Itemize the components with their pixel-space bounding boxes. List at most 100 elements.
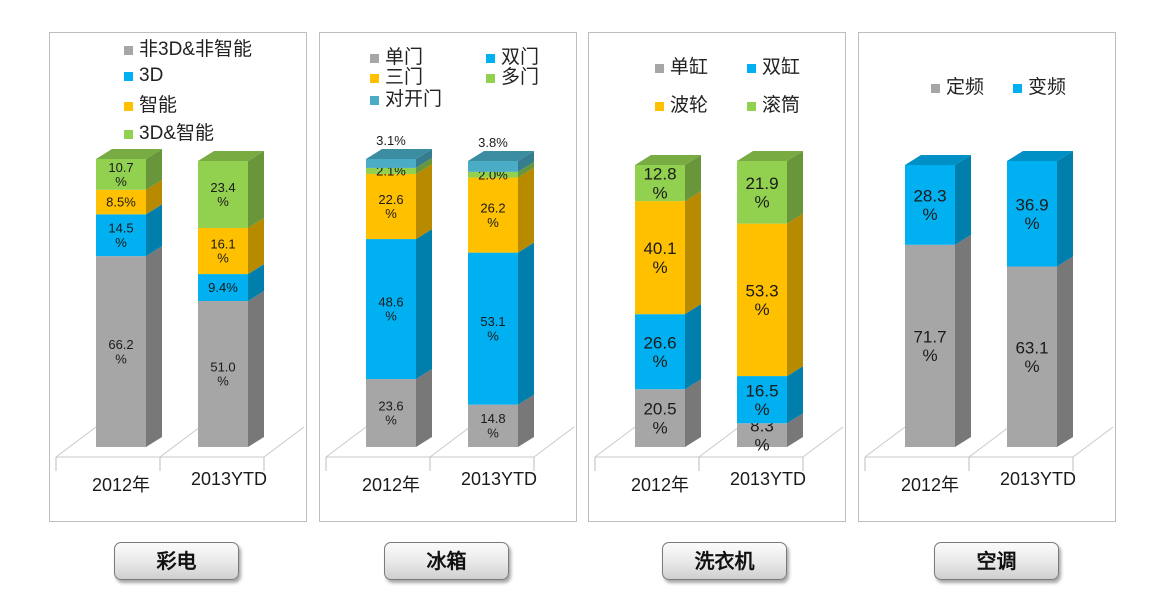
- data-label: 66.2: [108, 337, 133, 352]
- legend-swatch: [370, 96, 379, 105]
- data-label: 23.6: [378, 398, 403, 413]
- bar-segment-side: [518, 151, 534, 172]
- category-label: 2013YTD: [191, 469, 267, 489]
- category-label: 2012年: [92, 475, 150, 495]
- bar-segment: [96, 214, 146, 257]
- data-label: 53.1: [480, 314, 505, 329]
- legend-label: 单缸: [670, 57, 709, 78]
- bar-segment-side: [518, 167, 534, 253]
- data-label: %: [652, 258, 667, 277]
- bar-segment-side: [685, 155, 701, 202]
- bar-segment-side: [518, 161, 534, 178]
- bar-segment-side: [787, 413, 803, 447]
- chart-svg: 66.2%14.5%8.5%10.7%2012年51.0%9.4%16.1%23…: [55, 149, 305, 495]
- data-label: 48.6: [378, 294, 403, 309]
- bar-segment-side: [787, 366, 803, 424]
- data-label: %: [754, 300, 769, 319]
- bar-segment: [635, 201, 685, 315]
- legend: 定频 变频: [859, 33, 1115, 153]
- bar-segment: [366, 167, 416, 174]
- bar-segment-side: [955, 155, 971, 245]
- bar-segment-side: [416, 149, 432, 168]
- data-label: 14.5: [108, 221, 133, 236]
- legend: 单门 双门 三门 多门 对开门: [320, 33, 576, 153]
- bar-top-cap: [366, 149, 432, 159]
- data-label: 20.5: [643, 400, 676, 419]
- data-label: 26.2: [480, 201, 505, 216]
- bar-segment: [198, 161, 248, 228]
- data-label: %: [754, 193, 769, 212]
- bar-segment: [468, 404, 518, 447]
- washer-category-button[interactable]: 洗衣机: [662, 542, 787, 580]
- bar-segment: [366, 173, 416, 240]
- legend-label: 多门: [501, 67, 540, 88]
- ac-category-button[interactable]: 空调: [934, 542, 1059, 580]
- data-label: 14.8: [480, 411, 505, 426]
- data-label: %: [385, 206, 397, 221]
- data-label: %: [385, 413, 397, 428]
- bar-segment-side: [416, 369, 432, 447]
- data-label: 26.6: [643, 333, 676, 352]
- bar-segment-side: [248, 151, 264, 228]
- bar-segment: [1007, 266, 1057, 447]
- data-label: 40.1: [643, 239, 676, 258]
- floor-right-line: [263, 426, 305, 458]
- floor-left-line: [55, 426, 97, 458]
- bar-segment-side: [685, 191, 701, 315]
- category-label: 2012年: [901, 475, 959, 495]
- data-label: 3.1%: [376, 133, 406, 148]
- bar-segment: [198, 274, 248, 301]
- data-label: 21.9: [745, 174, 778, 193]
- bar-segment-side: [146, 204, 162, 257]
- bar-segment: [96, 159, 146, 190]
- bar-top-cap: [468, 151, 534, 161]
- bar-segment-side: [685, 304, 701, 390]
- legend-swatch: [747, 102, 756, 111]
- floor-mid-line: [159, 426, 201, 458]
- bar-top-cap: [96, 149, 162, 159]
- chart-panel-tv: 非3D&非智能 3D 智能 3D&智能 66.2% 14.5% 8.5% 10.7% 2012…: [49, 32, 307, 522]
- floor-mid-line: [698, 426, 740, 458]
- bar-segment: [905, 165, 955, 245]
- data-label: 63.1: [1015, 338, 1048, 357]
- bar-segment: [366, 239, 416, 380]
- bar-segment-side: [146, 246, 162, 447]
- bar-segment-side: [787, 151, 803, 224]
- legend-label: 滚筒: [762, 95, 801, 116]
- bar-segment-side: [248, 290, 264, 447]
- data-label: 22.6: [378, 192, 403, 207]
- data-label: %: [487, 328, 499, 343]
- data-label: %: [487, 215, 499, 230]
- legend-label: 单门: [385, 47, 424, 68]
- bar-segment-side: [146, 179, 162, 215]
- legend-label: 双门: [501, 47, 540, 68]
- legend-swatch: [370, 54, 379, 63]
- data-label: %: [754, 400, 769, 419]
- legend-label: 非3D&非智能: [139, 39, 252, 60]
- data-label: 8.5%: [106, 195, 136, 210]
- data-label: %: [652, 183, 667, 202]
- bar-top-cap: [1007, 151, 1073, 161]
- bar-segment: [96, 189, 146, 215]
- data-label: %: [754, 435, 769, 454]
- data-label: %: [115, 235, 127, 250]
- bar-segment-side: [1057, 256, 1073, 447]
- category-label: 2013YTD: [730, 469, 806, 489]
- data-label: %: [487, 426, 499, 441]
- fridge-category-button[interactable]: 冰箱: [384, 542, 509, 580]
- bar-segment-side: [416, 157, 432, 174]
- bar-segment-side: [518, 242, 534, 405]
- data-label: %: [652, 418, 667, 437]
- tv-category-button[interactable]: 彩电: [114, 542, 239, 580]
- bar-segment: [468, 171, 518, 178]
- bar-segment: [737, 161, 787, 224]
- legend-label: 对开门: [385, 89, 443, 110]
- data-label: 36.9: [1015, 195, 1048, 214]
- legend-swatch: [124, 72, 133, 81]
- data-label: 53.3: [745, 281, 778, 300]
- bar-segment: [635, 165, 685, 202]
- floor-left-line: [325, 426, 367, 458]
- data-label: %: [217, 194, 229, 209]
- chart-panel-ac: 定频 变频 71.7% 28.3% 2012年 63.1% 36.9% 2013YTD: [858, 32, 1116, 522]
